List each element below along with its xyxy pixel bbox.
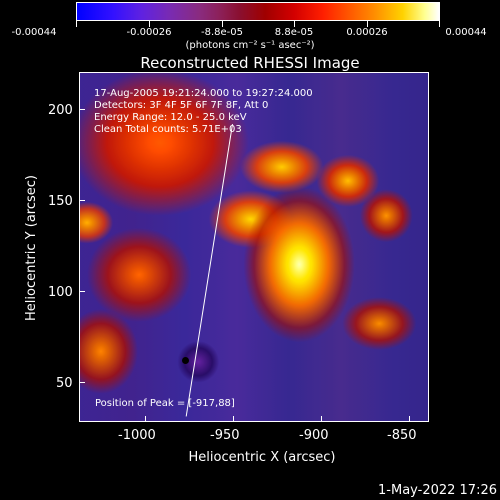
colorbar-tick bbox=[149, 21, 150, 27]
observation-time-range: 17-Aug-2005 19:21:24.000 to 19:27:24.000 bbox=[94, 88, 313, 99]
y-tick-mark bbox=[79, 382, 85, 383]
x-tick-label: -1000 bbox=[118, 428, 156, 443]
clean-total-counts: Clean Total counts: 5.71E+03 bbox=[94, 124, 242, 135]
plot-title: Reconstructed RHESSI Image bbox=[140, 54, 360, 72]
solar-image-panel bbox=[79, 72, 429, 422]
render-timestamp: 1-May-2022 17:26 bbox=[378, 483, 497, 498]
colorbar-tick-label: -0.00026 bbox=[126, 27, 172, 38]
x-tick-label: -950 bbox=[210, 428, 240, 443]
y-tick-mark bbox=[79, 200, 85, 201]
peak-marker bbox=[182, 357, 189, 364]
colorbar-tick-label: 0.00026 bbox=[346, 27, 388, 38]
colorbar-tick-label: 0.00044 bbox=[445, 27, 487, 38]
y-axis-title: Heliocentric Y (arcsec) bbox=[24, 175, 39, 321]
y-tick-label: 200 bbox=[48, 103, 73, 118]
colorbar-tick-label: -0.00044 bbox=[11, 27, 57, 38]
x-tick-mark bbox=[145, 416, 146, 422]
y-tick-label: 100 bbox=[48, 285, 73, 300]
y-tick-label: 50 bbox=[56, 376, 73, 391]
y-tick-label: 150 bbox=[48, 194, 73, 209]
colorbar-units: (photons cm⁻² s⁻¹ asec⁻²) bbox=[185, 40, 315, 51]
x-axis-title: Heliocentric X (arcsec) bbox=[188, 450, 336, 465]
energy-range: Energy Range: 12.0 - 25.0 keV bbox=[94, 112, 247, 123]
peak-position-label: Position of Peak = [-917,88] bbox=[95, 398, 235, 409]
y-tick-mark bbox=[79, 109, 85, 110]
x-tick-label: -850 bbox=[387, 428, 417, 443]
colorbar-tick-label: -8.8e-05 bbox=[201, 27, 243, 38]
x-tick-mark bbox=[321, 416, 322, 422]
colorbar-tick bbox=[367, 21, 368, 27]
detectors-info: Detectors: 3F 4F 5F 6F 7F 8F, Att 0 bbox=[94, 100, 269, 111]
colorbar-tick bbox=[76, 21, 77, 27]
colorbar-tick-label: 8.8e-05 bbox=[274, 27, 314, 38]
colorbar-tick bbox=[222, 21, 223, 27]
x-tick-label: -900 bbox=[299, 428, 329, 443]
x-tick-mark bbox=[233, 416, 234, 422]
y-tick-mark bbox=[79, 291, 85, 292]
colorbar-tick bbox=[439, 21, 440, 27]
colorbar-tick bbox=[294, 21, 295, 27]
x-tick-mark bbox=[409, 416, 410, 422]
colorbar bbox=[76, 2, 440, 21]
